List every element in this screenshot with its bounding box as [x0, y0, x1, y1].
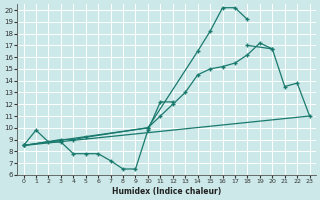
X-axis label: Humidex (Indice chaleur): Humidex (Indice chaleur) [112, 187, 221, 196]
